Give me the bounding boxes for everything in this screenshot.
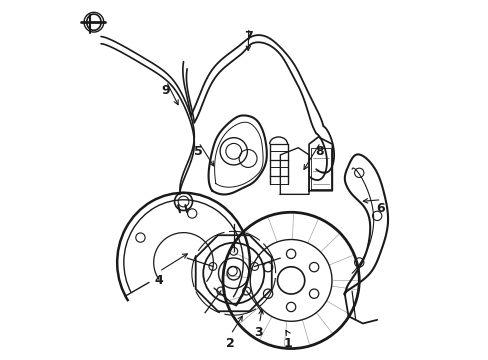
Text: 1: 1 (283, 337, 291, 350)
Text: 2: 2 (225, 337, 234, 350)
Text: 9: 9 (161, 84, 169, 97)
Text: 4: 4 (154, 274, 163, 287)
Text: 8: 8 (315, 145, 324, 158)
Text: 3: 3 (254, 326, 263, 339)
Text: 5: 5 (193, 145, 202, 158)
Text: 7: 7 (243, 30, 252, 43)
Text: 6: 6 (376, 202, 384, 215)
